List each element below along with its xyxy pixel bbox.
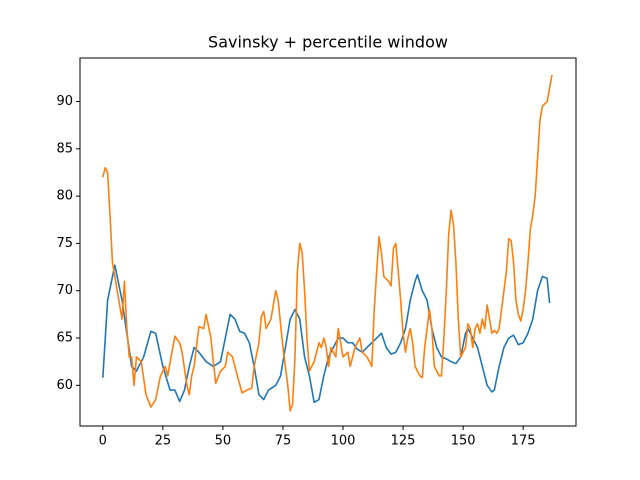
x-tick-label: 150 (451, 434, 476, 449)
plot-frame (79, 57, 577, 427)
y-tick-label: 85 (56, 141, 73, 156)
x-tick-label: 125 (391, 434, 416, 449)
y-tick-label: 90 (56, 94, 73, 109)
x-tick-label: 100 (331, 434, 356, 449)
x-tick-label: 0 (99, 434, 107, 449)
x-tick-label: 50 (215, 434, 232, 449)
y-tick-label: 70 (56, 283, 73, 298)
y-tick-label: 80 (56, 189, 73, 204)
x-tick-label: 75 (275, 434, 292, 449)
y-tick-label: 65 (56, 331, 73, 346)
series-line (102, 264, 551, 404)
series-line (102, 74, 553, 412)
y-tick-label: 60 (56, 378, 73, 393)
y-tick-label: 75 (56, 236, 73, 251)
chart-title: Savinsky + percentile window (208, 33, 448, 52)
x-tick-label: 175 (511, 434, 536, 449)
x-tick-label: 25 (155, 434, 172, 449)
